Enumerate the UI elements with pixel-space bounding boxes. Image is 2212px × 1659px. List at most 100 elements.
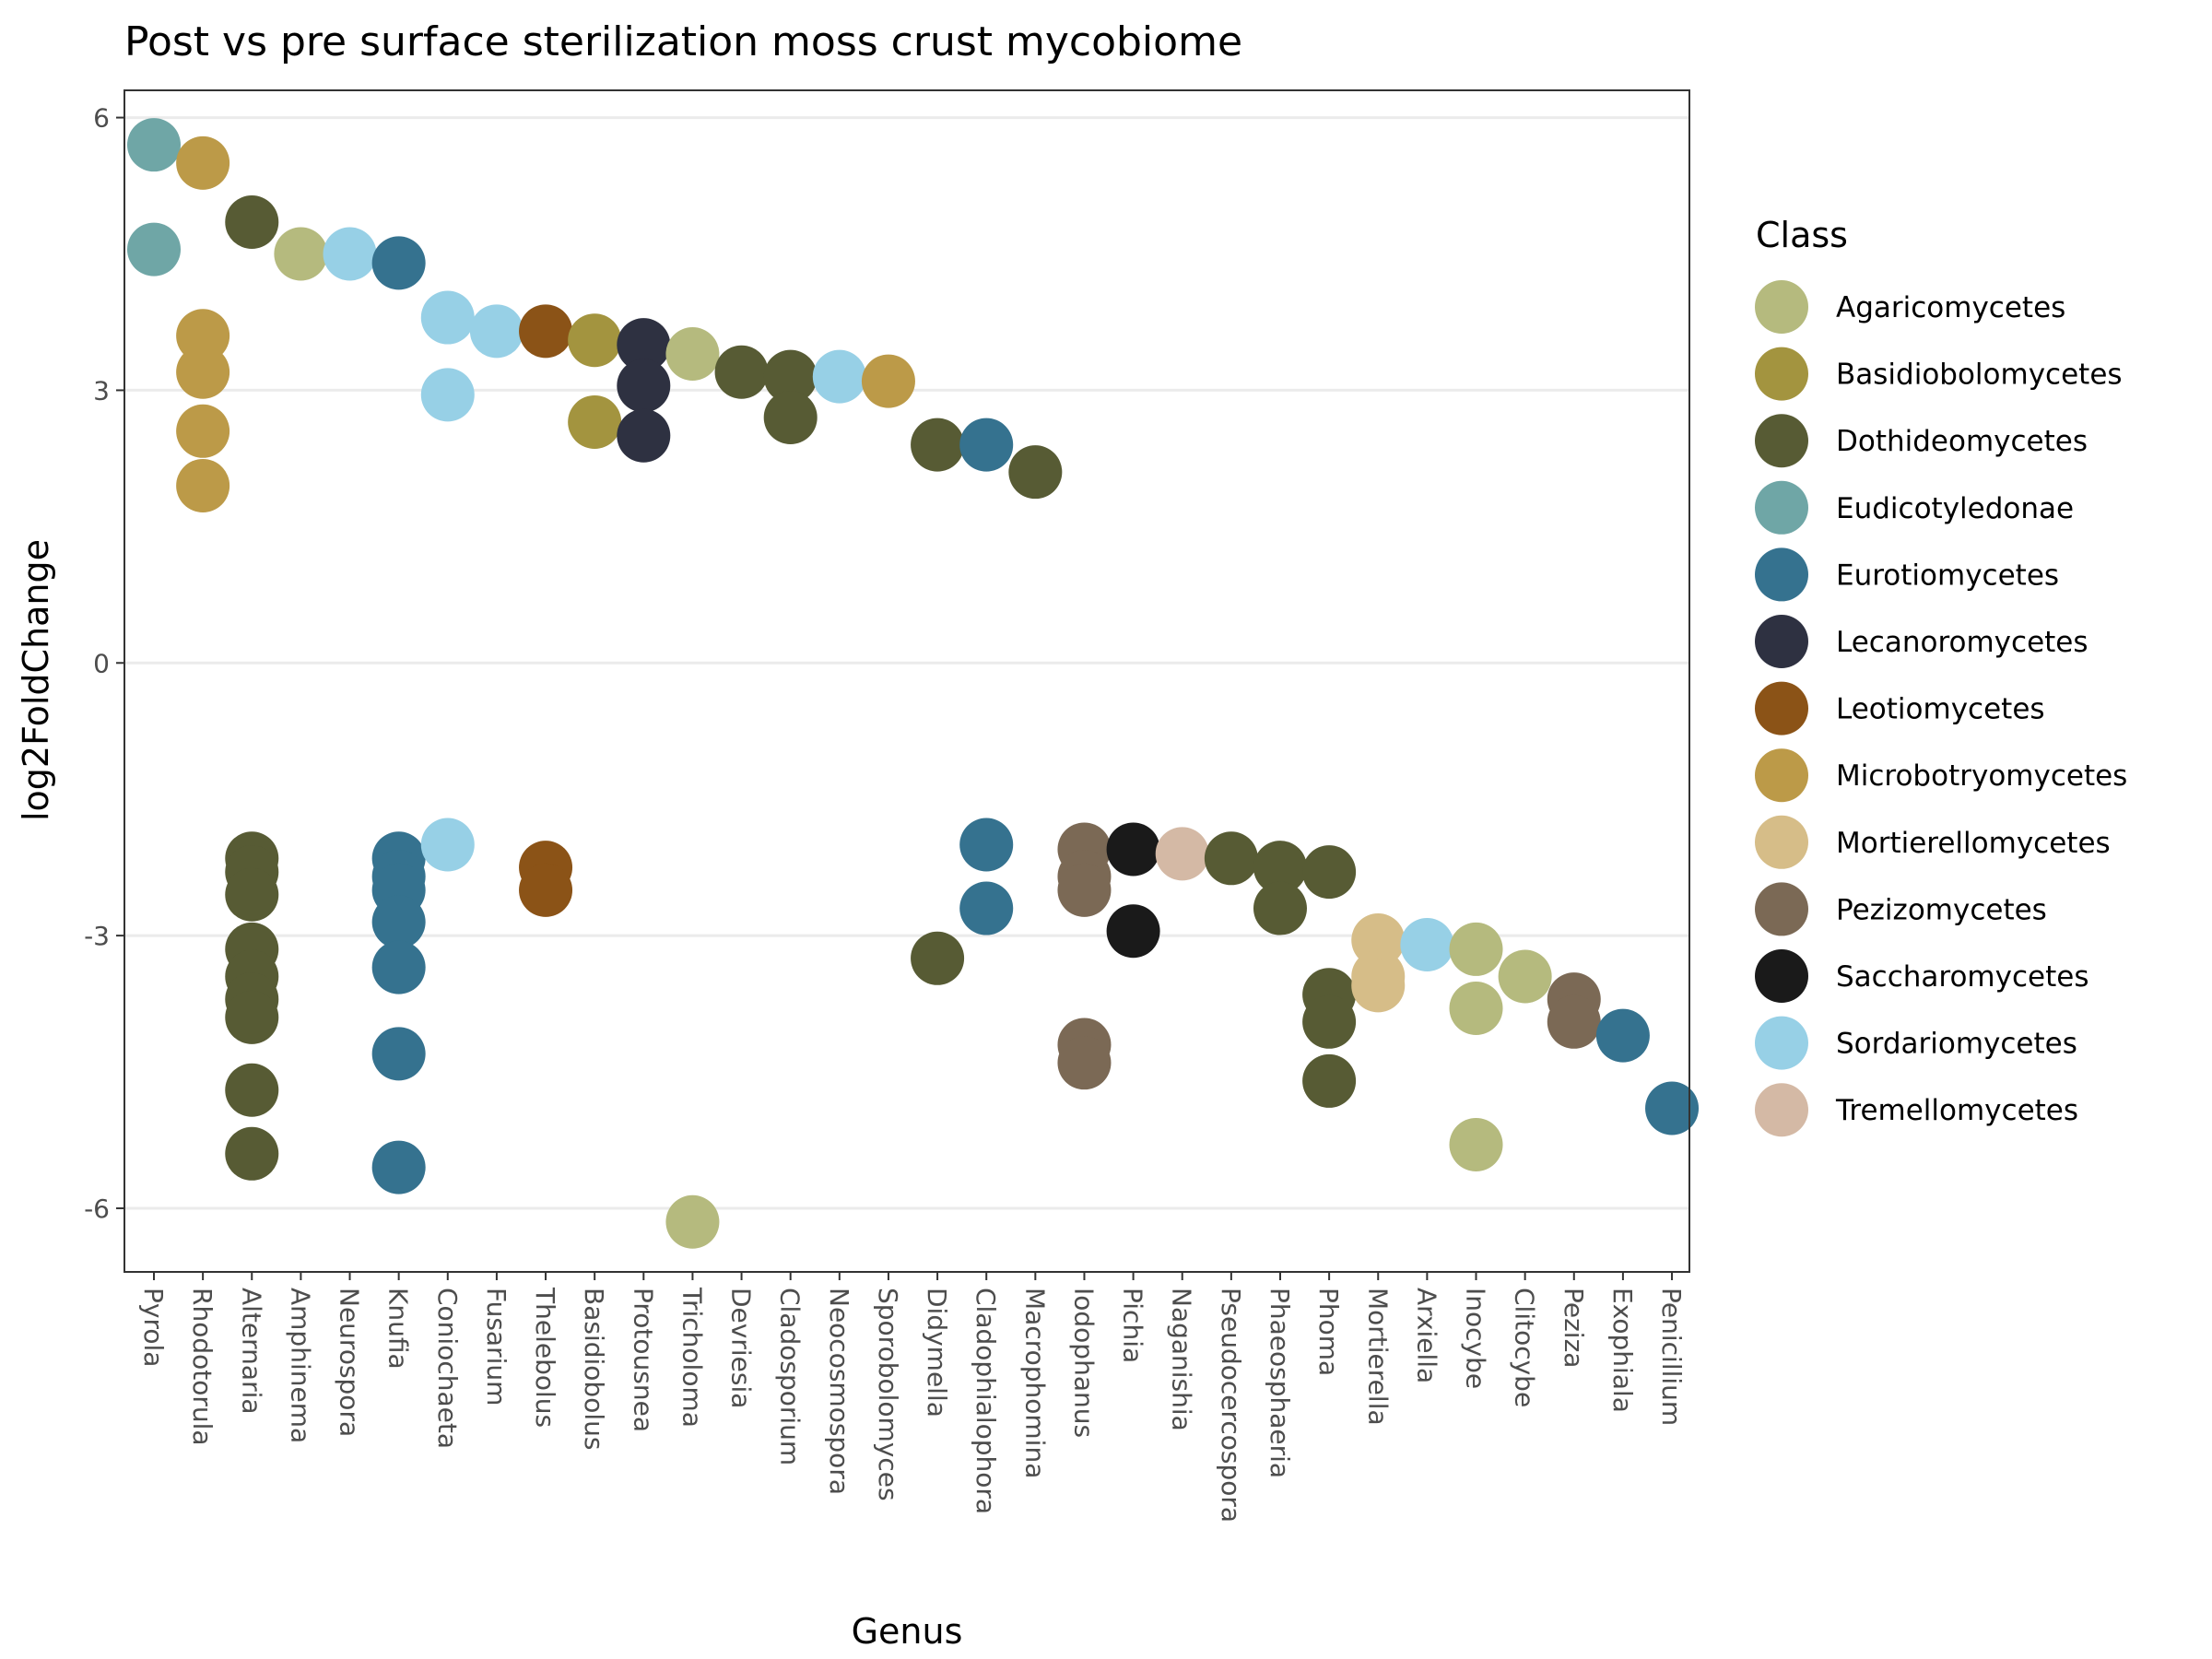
data-point	[371, 1027, 426, 1081]
data-point	[959, 818, 1014, 872]
x-tick-label: Phoma	[1313, 1288, 1344, 1376]
x-tick-label: Exophiala	[1607, 1288, 1638, 1413]
data-point	[1008, 445, 1063, 500]
x-tick-label: Devriesia	[726, 1288, 757, 1408]
x-tick-label: Coniochaeta	[432, 1288, 463, 1449]
x-tick-label: Peziza	[1559, 1288, 1589, 1368]
legend-label: Tremellomycetes	[1835, 1094, 2078, 1127]
data-point	[176, 345, 230, 399]
legend-label: Microbotryomycetes	[1836, 759, 2127, 793]
legend-label: Dothideomycetes	[1836, 425, 2088, 458]
x-tick-label: Protousnea	[628, 1288, 658, 1432]
data-point	[1595, 1008, 1650, 1063]
x-tick-label: Knufia	[383, 1288, 414, 1370]
x-tick-label: Sporobolomyces	[873, 1288, 903, 1501]
data-point	[1351, 959, 1406, 1013]
legend-label: Lecanoromycetes	[1836, 626, 2088, 659]
data-point	[1302, 1053, 1357, 1108]
x-tick-label: Phaeosphaeria	[1265, 1288, 1295, 1478]
legend-key	[1755, 815, 1808, 869]
x-tick-label: Inocybe	[1461, 1288, 1491, 1389]
data-point	[274, 227, 328, 281]
legend-key	[1755, 882, 1808, 936]
x-tick-label: Iodophanus	[1068, 1288, 1099, 1438]
legend: Class Agaricomycetes Basidiobolomycetes Do…	[1755, 215, 2127, 1137]
y-tick-label: 0	[93, 648, 110, 678]
legend-key	[1755, 547, 1808, 602]
x-tick-label: Penicillium	[1656, 1288, 1687, 1426]
data-point	[225, 990, 279, 1044]
data-point	[469, 304, 524, 359]
x-tick-label: Macrophomina	[1019, 1288, 1050, 1478]
data-point	[1302, 994, 1357, 1049]
data-point	[617, 359, 671, 413]
legend-label: Saccharomycetes	[1836, 960, 2088, 994]
gridlines	[124, 116, 1689, 1210]
x-tick-label: Amphinema	[285, 1288, 315, 1443]
x-tick-label: Mortierella	[1362, 1288, 1393, 1426]
data-point	[323, 227, 377, 281]
y-tick-label: 6	[93, 103, 110, 134]
data-point	[176, 404, 230, 458]
data-point	[1204, 831, 1258, 886]
data-points	[127, 118, 1700, 1249]
data-point	[763, 391, 818, 445]
data-point	[763, 349, 818, 404]
data-point	[1449, 982, 1503, 1036]
legend-key	[1755, 480, 1808, 535]
legend-key	[1755, 347, 1808, 401]
x-tick-label: Pichia	[1118, 1288, 1148, 1363]
legend-label: Pezizomycetes	[1836, 893, 2047, 926]
x-axis-title: Genus	[852, 1611, 963, 1652]
data-point	[1547, 994, 1601, 1049]
data-point	[617, 318, 671, 372]
legend-label: Eudicotyledonae	[1836, 492, 2074, 525]
data-point	[225, 867, 279, 922]
data-point	[420, 818, 475, 872]
data-point	[1057, 1036, 1112, 1090]
x-tick-label: Neurospora	[335, 1288, 365, 1437]
data-point	[812, 349, 866, 404]
data-point	[225, 1126, 279, 1181]
legend-key	[1755, 615, 1808, 668]
data-point	[959, 418, 1014, 472]
data-point	[1645, 1081, 1700, 1135]
data-point	[1106, 822, 1160, 877]
chart-title: Post vs pre surface sterilization moss c…	[124, 18, 1242, 65]
data-point	[371, 895, 426, 949]
legend-title: Class	[1756, 215, 1848, 255]
data-point	[127, 118, 181, 172]
data-point	[371, 940, 426, 994]
data-point	[959, 881, 1014, 935]
data-point	[420, 368, 475, 422]
data-point	[420, 290, 475, 345]
data-point	[1253, 881, 1307, 935]
x-axis: Pyrola Rhodotorula Alternaria Amphinema Neur…	[138, 1272, 1687, 1523]
data-point	[225, 194, 279, 249]
data-point	[176, 135, 230, 190]
y-tick-label: -3	[84, 921, 110, 951]
legend-key	[1755, 414, 1808, 468]
data-point	[617, 408, 671, 463]
x-tick-label: Neocosmospora	[824, 1288, 854, 1495]
x-tick-label: Cladophialophora	[971, 1288, 1001, 1514]
legend-key	[1755, 748, 1808, 803]
y-tick-label: 3	[93, 375, 110, 406]
legend-key	[1755, 681, 1808, 735]
legend-key	[1755, 949, 1808, 1003]
legend-key	[1755, 1016, 1808, 1070]
x-tick-label: Clitocybe	[1510, 1288, 1540, 1407]
legend-label: Mortierellomycetes	[1836, 827, 2111, 860]
data-point	[371, 236, 426, 290]
data-point	[1449, 922, 1503, 976]
data-point	[568, 394, 622, 449]
data-point	[861, 354, 915, 408]
data-point	[568, 313, 622, 368]
y-axis-title: log2FoldChange	[16, 539, 56, 821]
y-axis: 6 3 0 -3 -6	[84, 103, 124, 1224]
data-point	[1400, 917, 1454, 971]
x-tick-label: Thelebolus	[530, 1287, 560, 1428]
data-point	[371, 1140, 426, 1194]
data-point	[1498, 949, 1552, 1004]
data-point	[714, 345, 769, 399]
